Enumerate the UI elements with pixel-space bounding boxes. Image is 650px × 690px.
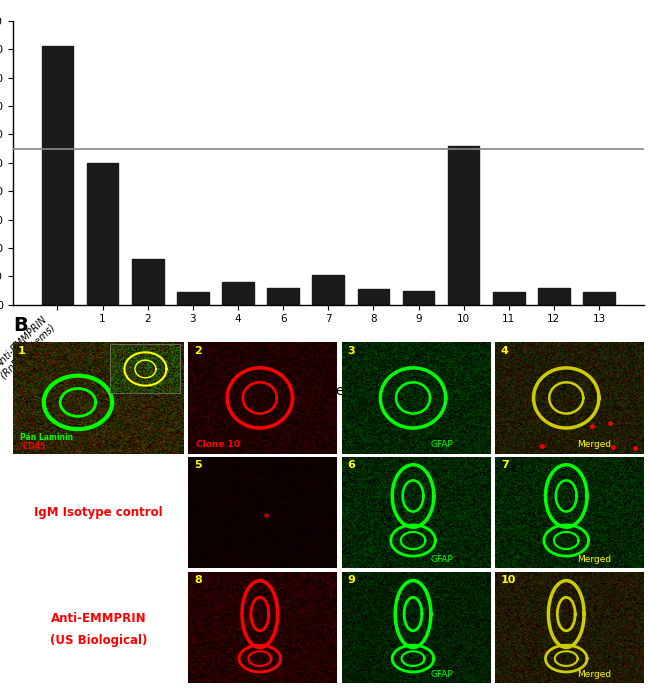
Text: /CD45: /CD45 xyxy=(20,442,45,451)
Text: Pán Laminin: Pán Laminin xyxy=(20,433,73,442)
Text: 2: 2 xyxy=(194,346,202,355)
Text: (US Biological): (US Biological) xyxy=(50,634,147,647)
Bar xyxy=(448,146,480,305)
Text: 6: 6 xyxy=(348,460,356,471)
Text: GFAP: GFAP xyxy=(431,440,454,449)
Text: 8: 8 xyxy=(194,575,202,585)
Text: GFAP: GFAP xyxy=(431,555,454,564)
Text: Merged: Merged xyxy=(577,555,611,564)
Text: B: B xyxy=(13,316,28,335)
Text: 4: 4 xyxy=(501,346,509,355)
Bar xyxy=(313,275,344,305)
Bar xyxy=(403,290,434,305)
Text: 7: 7 xyxy=(501,460,508,471)
Text: Clone 10: Clone 10 xyxy=(196,440,240,449)
Bar xyxy=(493,292,525,305)
Bar xyxy=(87,163,118,305)
Text: Merged: Merged xyxy=(577,440,611,449)
Bar xyxy=(177,292,209,305)
Bar xyxy=(538,288,569,305)
Text: 3: 3 xyxy=(348,346,356,355)
Text: 1: 1 xyxy=(18,346,26,355)
Text: GFAP: GFAP xyxy=(431,669,454,679)
Bar xyxy=(358,289,389,305)
Text: IgM Isotype control: IgM Isotype control xyxy=(34,506,162,519)
Text: 9: 9 xyxy=(348,575,356,585)
Bar xyxy=(42,46,73,305)
Bar xyxy=(222,282,254,305)
Bar xyxy=(132,259,164,305)
Text: Anti-EMMPRIN: Anti-EMMPRIN xyxy=(51,612,146,625)
Bar xyxy=(583,292,615,305)
X-axis label: Clones: Clones xyxy=(305,384,352,398)
Bar xyxy=(267,288,299,305)
Text: 10: 10 xyxy=(501,575,516,585)
Text: 5: 5 xyxy=(194,460,202,471)
Text: Merged: Merged xyxy=(577,669,611,679)
